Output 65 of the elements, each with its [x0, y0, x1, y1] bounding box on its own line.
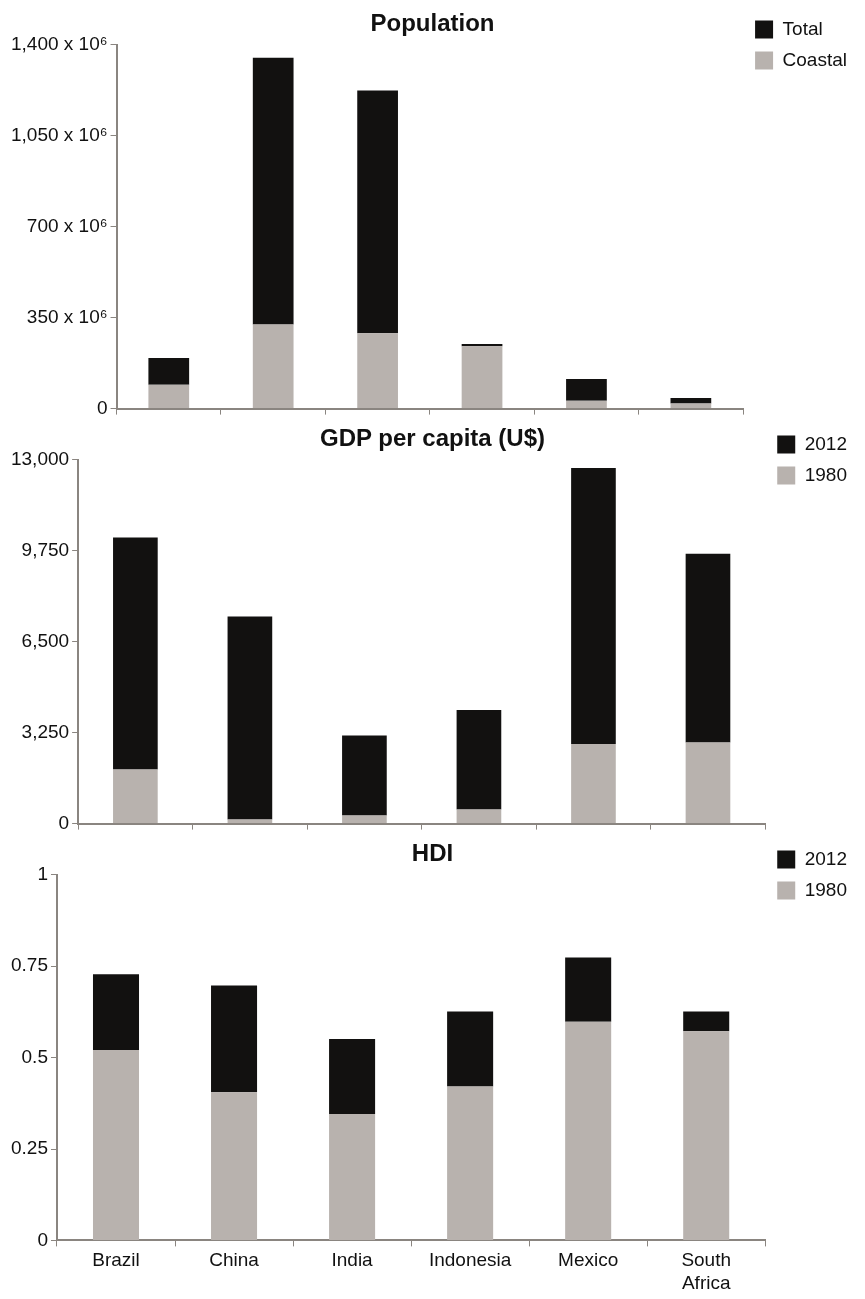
y-tick-label: 1,400 x 10⁶ [11, 33, 108, 55]
y-tick-label: 0 [58, 811, 70, 833]
chart-title: HDI [411, 839, 454, 867]
y-tick-label: 3,250 [21, 720, 70, 742]
legend-label: 1980 [804, 878, 848, 900]
y-tick-label: 13,000 [10, 448, 70, 470]
bar [329, 1113, 376, 1240]
bar [342, 735, 387, 816]
y-tick-label: 9,750 [21, 538, 70, 560]
bar [357, 333, 398, 409]
bar [566, 400, 607, 409]
bar [113, 769, 158, 824]
x-tick-label: India [331, 1249, 374, 1271]
bar [670, 403, 712, 409]
y-tick-label: 0.75 [11, 954, 48, 976]
bar [565, 1021, 612, 1240]
y-tick-label: 0 [37, 1228, 48, 1250]
bar [342, 815, 387, 824]
chart-title: Population [370, 9, 495, 37]
bar [456, 709, 502, 810]
bar [447, 1011, 494, 1087]
y-tick-label: 350 x 10⁶ [26, 305, 108, 327]
bar [329, 1038, 376, 1114]
bar [685, 742, 731, 824]
legend-label: 2012 [804, 847, 848, 869]
x-tick-label: Brazil [92, 1249, 140, 1271]
y-tick-label: 0 [96, 396, 108, 418]
bar [456, 809, 502, 824]
bar [252, 57, 294, 325]
bar [447, 1086, 494, 1240]
bar [565, 957, 612, 1022]
bar [571, 467, 616, 745]
bar [670, 397, 712, 404]
bar [92, 974, 140, 1050]
bar [148, 357, 190, 385]
bar [227, 616, 273, 820]
x-tick-label: Indonesia [428, 1249, 512, 1271]
bar [113, 537, 158, 770]
legend-label: 2012 [804, 432, 848, 454]
bar [566, 378, 607, 401]
y-tick-label: 6,500 [21, 629, 70, 651]
bar [211, 1092, 258, 1240]
y-tick-label: 1,050 x 10⁶ [11, 123, 108, 145]
y-tick-label: 0.5 [21, 1045, 48, 1067]
bar [461, 346, 503, 409]
chart-title: GDP per capita (U$) [320, 424, 545, 452]
x-tick-label: Mexico [558, 1249, 619, 1271]
bar [227, 819, 273, 824]
bar [683, 1011, 730, 1032]
x-tick-label: China [209, 1249, 260, 1271]
bar [92, 1049, 140, 1240]
y-tick-label: 700 x 10⁶ [26, 214, 108, 236]
bar [148, 384, 190, 409]
bar [571, 744, 616, 824]
bar [357, 90, 398, 334]
bar [683, 1031, 730, 1240]
bar [252, 324, 294, 409]
y-tick-label: 1 [37, 863, 48, 885]
legend-label: Total [782, 17, 823, 39]
y-tick-label: 0.25 [11, 1137, 48, 1159]
legend-label: Coastal [782, 48, 847, 70]
bar [211, 985, 258, 1093]
bar [685, 553, 731, 743]
legend-label: 1980 [804, 463, 848, 485]
x-tick-label: South Africa [681, 1249, 732, 1293]
